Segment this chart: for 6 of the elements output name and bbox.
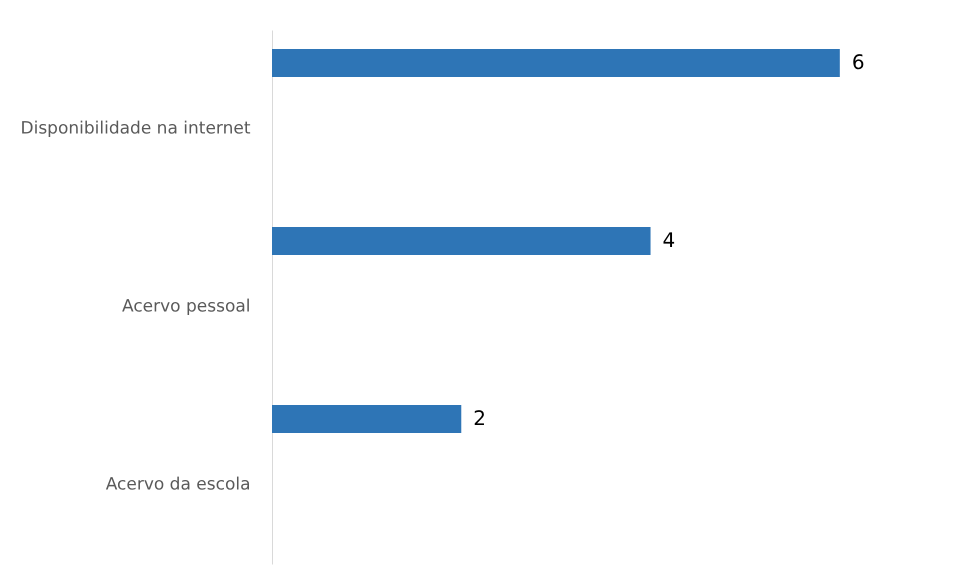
data-label: 6 bbox=[852, 50, 865, 74]
data-label: 4 bbox=[662, 228, 676, 252]
y-tick-label: Acervo da escola bbox=[106, 474, 250, 494]
y-tick-label: Acervo pessoal bbox=[122, 296, 250, 316]
y-tick-label: Disponibilidade na internet bbox=[20, 118, 251, 138]
data-label: 2 bbox=[473, 406, 486, 430]
